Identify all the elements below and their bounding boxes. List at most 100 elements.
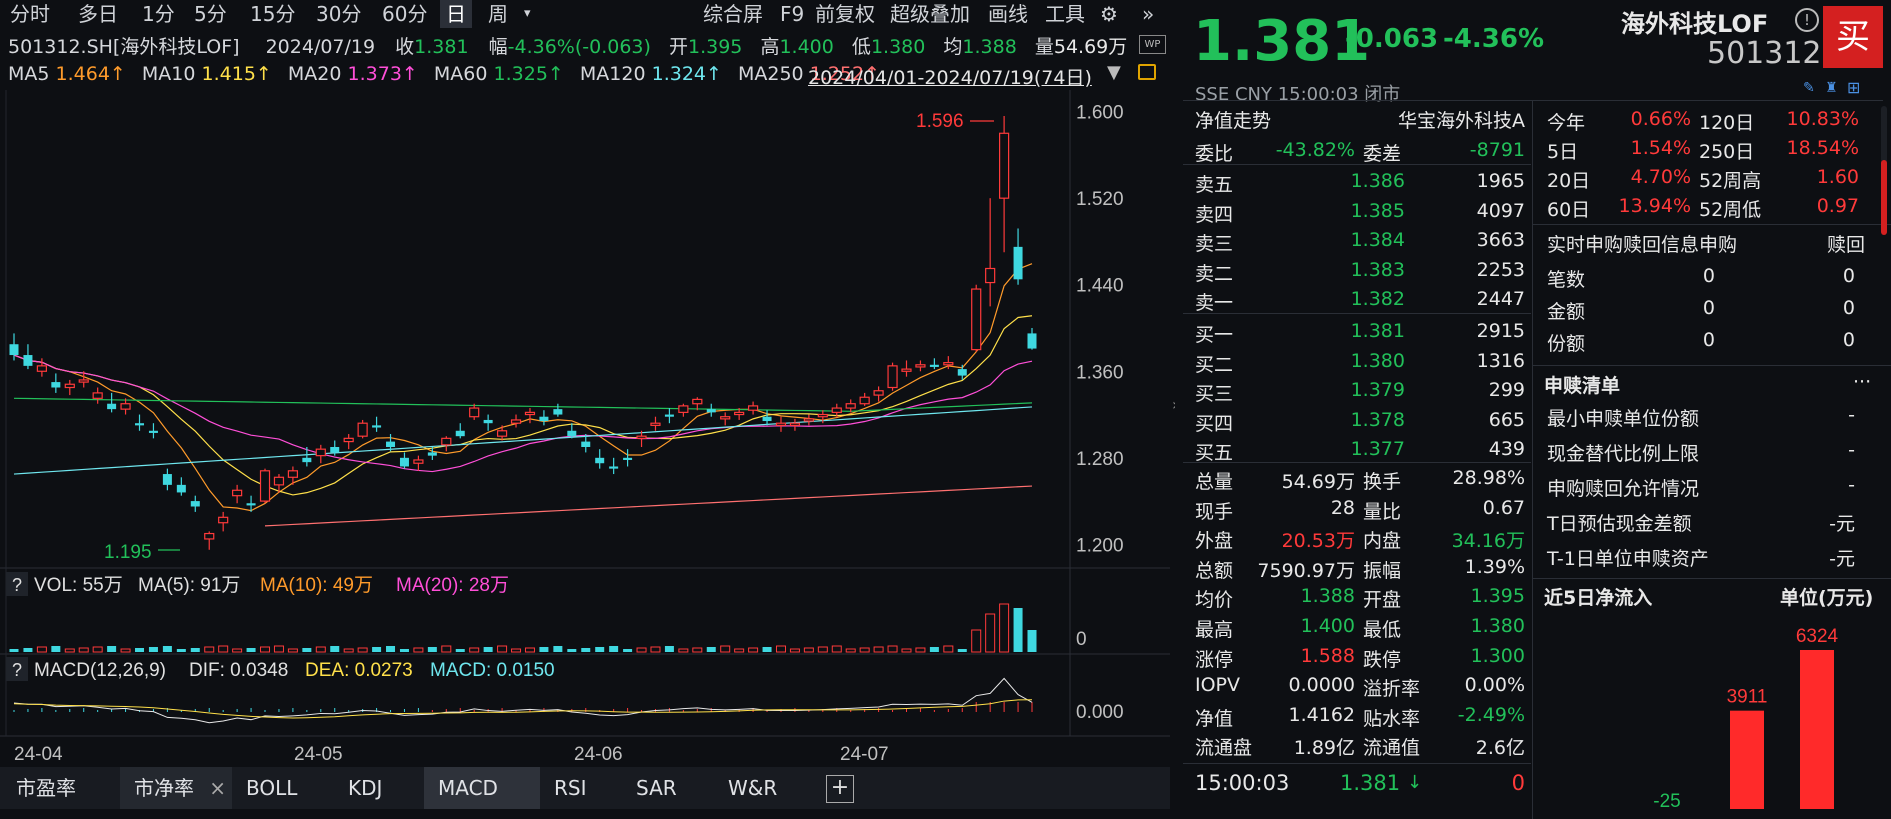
ask-price[interactable]: 1.383 — [1350, 258, 1405, 281]
close-tab-icon[interactable]: × — [209, 776, 226, 800]
tab-kdj[interactable]: KDJ — [348, 776, 383, 800]
date-range-link[interactable]: 2024/04/01-2024/07/19(74日) — [808, 67, 1092, 89]
tool-f9[interactable]: F9 — [780, 2, 805, 26]
period-5min[interactable]: 5分 — [194, 2, 227, 26]
period-15min[interactable]: 15分 — [250, 2, 296, 26]
period-30min[interactable]: 30分 — [316, 2, 362, 26]
bid-label: 买三 — [1195, 383, 1234, 405]
bid-price[interactable]: 1.380 — [1350, 349, 1405, 372]
tab-boll[interactable]: BOLL — [246, 776, 298, 800]
candle — [232, 484, 243, 504]
open-label: 开 — [668, 36, 688, 58]
macd-label: MACD(12,26,9) — [34, 660, 166, 681]
ask-price[interactable]: 1.382 — [1350, 288, 1405, 310]
volume-bar — [664, 646, 674, 652]
bid-price[interactable]: 1.378 — [1350, 408, 1405, 431]
volume-bar — [343, 648, 354, 653]
volume-bar — [678, 648, 689, 653]
volume-bar — [78, 647, 89, 653]
stat-label: 溢折率 — [1363, 678, 1421, 701]
bid-price[interactable]: 1.377 — [1350, 438, 1405, 460]
candle — [107, 392, 117, 413]
volume-bar — [901, 648, 912, 653]
stat-label: 净值 — [1195, 707, 1234, 730]
stat-value: 1.588 — [1300, 644, 1355, 667]
volume-bar — [483, 647, 493, 652]
wp-badge-icon[interactable]: WP — [1139, 35, 1166, 54]
ma120-label: MA120 — [579, 63, 646, 85]
volume-value: 54.69万 — [1053, 36, 1128, 58]
candle — [971, 284, 982, 352]
volume-bar — [36, 646, 47, 653]
perf-label: 52周高 — [1699, 170, 1762, 192]
tool-draw[interactable]: 画线 — [988, 2, 1028, 26]
kline-chart[interactable]: 1.600 1.520 1.440 1.360 1.280 1.200 1.596 1.1… — [0, 90, 1170, 767]
tab-sar[interactable]: SAR — [636, 776, 677, 800]
ask-price[interactable]: 1.386 — [1350, 170, 1405, 192]
weicha-label: 委差 — [1363, 143, 1402, 165]
candle — [496, 425, 508, 441]
candle — [135, 414, 145, 431]
bid-price[interactable]: 1.379 — [1350, 379, 1405, 401]
volume-bar — [413, 647, 424, 653]
stat-value: 1.89亿 — [1293, 737, 1355, 760]
tool-overlay[interactable]: 超级叠加 — [890, 2, 970, 26]
macd-help-icon[interactable] — [6, 657, 28, 681]
y-tick-label: 1.360 — [1076, 362, 1124, 383]
period-multiday[interactable]: 多日 — [78, 2, 118, 26]
period-dropdown-icon[interactable]: ▾ — [524, 6, 531, 21]
buy-button[interactable]: 买 — [1823, 6, 1883, 68]
add-tab-icon[interactable]: + — [826, 775, 854, 803]
gear-icon[interactable]: ⚙ — [1100, 2, 1118, 26]
volume-bar — [845, 648, 856, 653]
info-icon[interactable]: ! — [1795, 8, 1819, 32]
candle — [747, 401, 759, 415]
double-chevron-right-icon[interactable]: » — [1142, 2, 1155, 26]
lock-icon[interactable] — [1138, 64, 1156, 80]
candle — [330, 440, 340, 456]
stat-value: 54.69万 — [1281, 471, 1355, 493]
redeem-list-value: - — [1848, 474, 1855, 496]
volume-bar — [190, 648, 200, 652]
more-icon[interactable]: ··· — [1853, 371, 1872, 393]
macd-axis-tick: 0.000 — [1076, 702, 1124, 723]
volume-bar — [539, 647, 549, 652]
candle — [706, 403, 716, 417]
candle — [887, 362, 898, 391]
tab-pb[interactable]: 市净率 × — [120, 767, 232, 809]
period-day[interactable]: 日 — [440, 0, 472, 28]
scrollbar-thumb[interactable] — [1881, 160, 1887, 235]
period-fenshi[interactable]: 分时 — [10, 2, 50, 26]
bid-price[interactable]: 1.381 — [1350, 320, 1405, 342]
ma5-label: MA5 — [8, 63, 50, 85]
alert-icon[interactable]: ♜ — [1825, 80, 1838, 96]
volume-bar — [64, 648, 75, 653]
period-week[interactable]: 周 — [488, 2, 508, 26]
vol-help-icon[interactable] — [6, 572, 28, 596]
range-dropdown-icon[interactable]: ▼ — [1107, 62, 1121, 83]
period-1min[interactable]: 1分 — [142, 2, 175, 26]
candle — [372, 416, 382, 432]
arrow-down-icon: ↓ — [1407, 772, 1423, 793]
edit-icon[interactable]: ✎ — [1803, 80, 1815, 96]
volume-bar — [831, 645, 842, 653]
candle — [1027, 328, 1037, 350]
tool-tools[interactable]: 工具 — [1045, 2, 1085, 26]
ask-price[interactable]: 1.384 — [1350, 229, 1405, 251]
tab-macd[interactable]: MACD — [424, 767, 540, 809]
security-code: 501312.SH[海外科技LOF] — [8, 36, 240, 58]
tab-rsi[interactable]: RSI — [554, 776, 587, 800]
tab-wr[interactable]: W&R — [728, 776, 778, 800]
nav-trend-link[interactable]: 净值走势 — [1195, 110, 1272, 132]
dea-line — [13, 699, 1033, 719]
add-watch-icon[interactable]: ⊞ — [1847, 78, 1861, 97]
tab-pe[interactable]: 市盈率 — [16, 776, 76, 800]
y-tick-label: 1.600 — [1076, 103, 1124, 124]
price-change-pct: -4.36% — [1443, 24, 1544, 54]
candle — [817, 410, 828, 424]
tool-overview[interactable]: 综合屏 — [703, 2, 763, 26]
tool-adjust[interactable]: 前复权 — [815, 2, 875, 26]
perf-value: 13.94% — [1618, 195, 1691, 217]
period-60min[interactable]: 60分 — [382, 2, 428, 26]
ask-price[interactable]: 1.385 — [1350, 199, 1405, 222]
